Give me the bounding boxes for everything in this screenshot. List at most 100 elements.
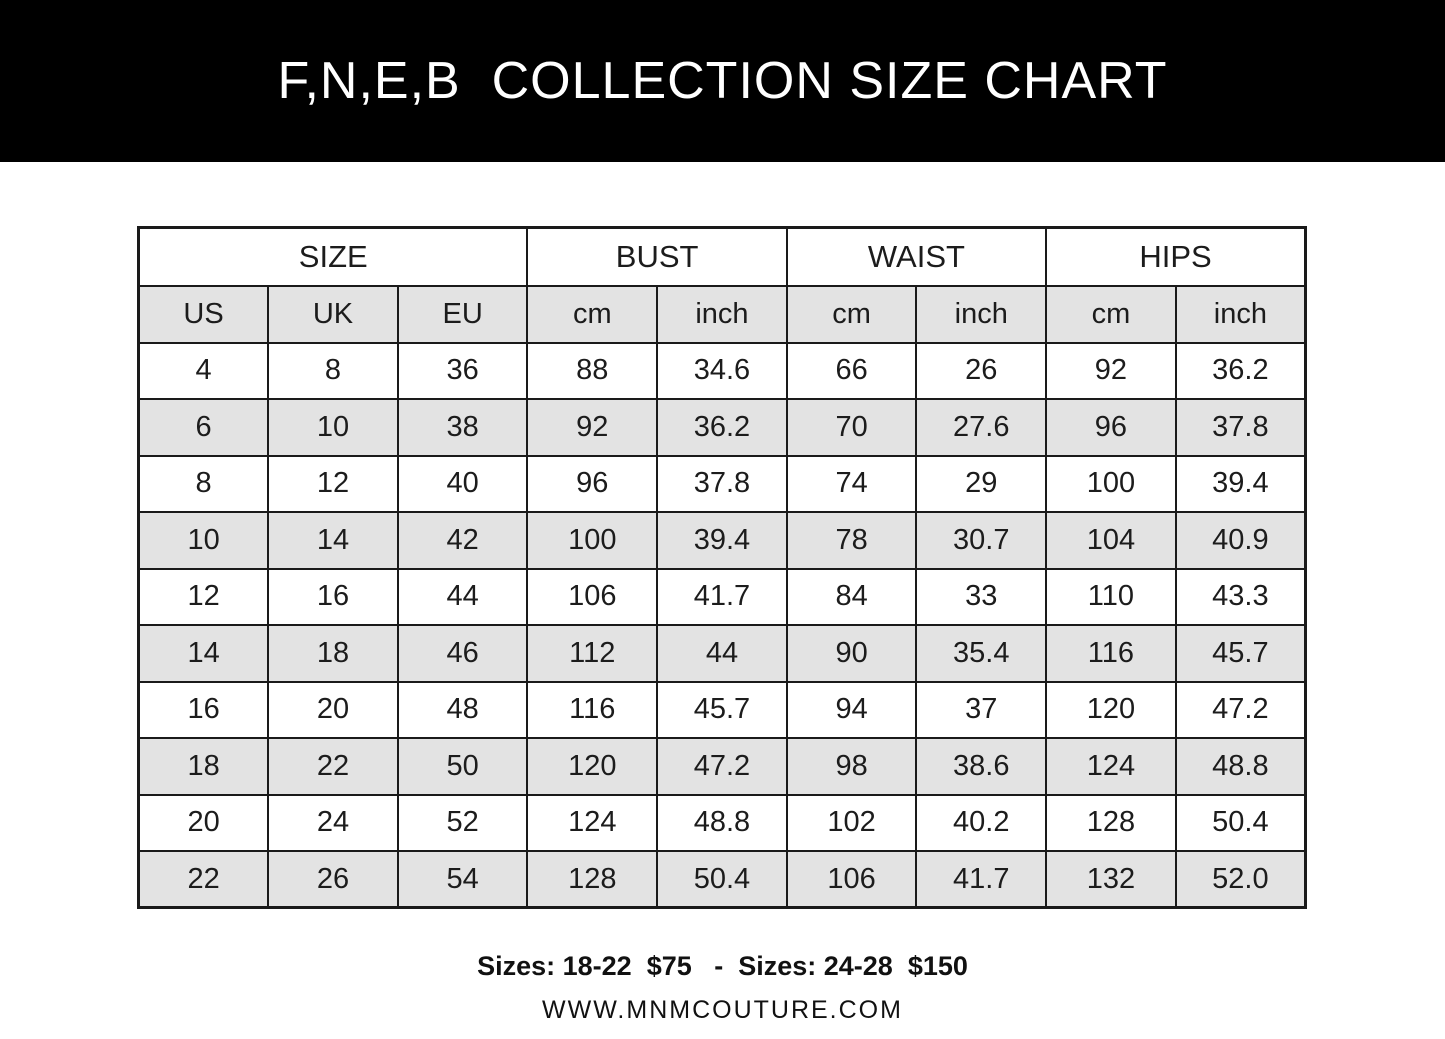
table-cell: 14 (137, 624, 270, 683)
table-cell: 46 (396, 624, 529, 683)
group-header-hips: HIPS (1045, 226, 1307, 287)
table-cell: 33 (915, 567, 1048, 626)
size-table-body: 4 8 36 88 34.6 66 26 92 36.2 6 10 38 92 36.2 70 27.6 96 3… (137, 341, 1307, 909)
table-row: 16 20 48 116 45.7 94 37 120 47.2 (137, 680, 1307, 739)
table-cell: 27.6 (915, 398, 1048, 457)
table-cell: 16 (267, 567, 399, 626)
table-cell: 100 (526, 511, 659, 570)
col-header-bust-inch: inch (656, 284, 788, 344)
table-cell: 36.2 (1174, 341, 1307, 400)
table-cell: 128 (526, 850, 659, 909)
table-cell: 45.7 (656, 680, 788, 739)
table-row: 8 12 40 96 37.8 74 29 100 39.4 (137, 454, 1307, 513)
table-cell: 44 (656, 624, 788, 683)
size-chart-container: SIZE BUST WAIST HIPS US UK EU cm inch cm… (137, 226, 1307, 909)
table-cell: 50.4 (656, 850, 788, 909)
table-row: 10 14 42 100 39.4 78 30.7 104 40.9 (137, 511, 1307, 570)
col-header-us: US (137, 284, 270, 344)
table-cell: 90 (785, 624, 918, 683)
table-cell: 22 (137, 850, 270, 909)
table-cell: 40 (396, 454, 529, 513)
table-cell: 47.2 (656, 737, 788, 796)
table-cell: 39.4 (1174, 454, 1307, 513)
website-url: WWW.MNMCOUTURE.COM (542, 996, 903, 1024)
table-cell: 35.4 (915, 624, 1048, 683)
table-cell: 45.7 (1174, 624, 1307, 683)
table-cell: 110 (1045, 567, 1177, 626)
table-cell: 22 (267, 737, 399, 796)
table-cell: 38.6 (915, 737, 1048, 796)
table-cell: 16 (137, 680, 270, 739)
table-cell: 6 (137, 398, 270, 457)
table-row: 18 22 50 120 47.2 98 38.6 124 48.8 (137, 737, 1307, 796)
table-cell: 92 (526, 398, 659, 457)
table-cell: 102 (785, 793, 918, 852)
table-cell: 106 (526, 567, 659, 626)
group-header-waist: WAIST (785, 226, 1048, 287)
col-header-waist-inch: inch (915, 284, 1048, 344)
table-cell: 36.2 (656, 398, 788, 457)
table-cell: 41.7 (915, 850, 1048, 909)
table-cell: 52.0 (1174, 850, 1307, 909)
page-title: F,N,E,B COLLECTION SIZE CHART (277, 52, 1168, 110)
col-header-hips-cm: cm (1045, 284, 1177, 344)
table-cell: 12 (267, 454, 399, 513)
table-row: 20 24 52 124 48.8 102 40.2 128 50.4 (137, 793, 1307, 852)
table-cell: 112 (526, 624, 659, 683)
table-cell: 92 (1045, 341, 1177, 400)
table-cell: 20 (267, 680, 399, 739)
table-cell: 84 (785, 567, 918, 626)
table-cell: 50.4 (1174, 793, 1307, 852)
table-cell: 18 (137, 737, 270, 796)
table-cell: 52 (396, 793, 529, 852)
table-cell: 96 (1045, 398, 1177, 457)
table-cell: 12 (137, 567, 270, 626)
table-cell: 43.3 (1174, 567, 1307, 626)
table-cell: 94 (785, 680, 918, 739)
table-row: 14 18 46 112 44 90 35.4 116 45.7 (137, 624, 1307, 683)
table-cell: 120 (526, 737, 659, 796)
table-cell: 88 (526, 341, 659, 400)
size-chart-table: SIZE BUST WAIST HIPS US UK EU cm inch cm… (137, 226, 1307, 909)
size-table-head: SIZE BUST WAIST HIPS US UK EU cm inch cm… (137, 226, 1307, 344)
table-row: 6 10 38 92 36.2 70 27.6 96 37.8 (137, 398, 1307, 457)
table-cell: 50 (396, 737, 529, 796)
table-cell: 70 (785, 398, 918, 457)
table-cell: 30.7 (915, 511, 1048, 570)
table-cell: 106 (785, 850, 918, 909)
table-cell: 40.2 (915, 793, 1048, 852)
table-cell: 66 (785, 341, 918, 400)
footer: Sizes: 18-22 $75 - Sizes: 24-28 $150 WWW… (0, 951, 1445, 1025)
page-header-banner: F,N,E,B COLLECTION SIZE CHART (0, 0, 1445, 162)
table-cell: 48.8 (656, 793, 788, 852)
table-cell: 48 (396, 680, 529, 739)
column-header-row: US UK EU cm inch cm inch cm inch (137, 284, 1307, 344)
table-cell: 104 (1045, 511, 1177, 570)
table-row: 4 8 36 88 34.6 66 26 92 36.2 (137, 341, 1307, 400)
col-header-bust-cm: cm (526, 284, 659, 344)
table-cell: 128 (1045, 793, 1177, 852)
table-cell: 38 (396, 398, 529, 457)
table-cell: 37.8 (656, 454, 788, 513)
table-cell: 96 (526, 454, 659, 513)
table-cell: 124 (526, 793, 659, 852)
table-cell: 42 (396, 511, 529, 570)
table-cell: 10 (137, 511, 270, 570)
table-cell: 37.8 (1174, 398, 1307, 457)
table-cell: 18 (267, 624, 399, 683)
table-cell: 74 (785, 454, 918, 513)
table-cell: 8 (267, 341, 399, 400)
pricing-note: Sizes: 18-22 $75 - Sizes: 24-28 $150 (477, 951, 968, 981)
table-cell: 100 (1045, 454, 1177, 513)
table-row: 22 26 54 128 50.4 106 41.7 132 52.0 (137, 850, 1307, 909)
table-cell: 124 (1045, 737, 1177, 796)
table-cell: 39.4 (656, 511, 788, 570)
table-cell: 41.7 (656, 567, 788, 626)
table-cell: 48.8 (1174, 737, 1307, 796)
table-cell: 34.6 (656, 341, 788, 400)
table-cell: 116 (526, 680, 659, 739)
column-group-row: SIZE BUST WAIST HIPS (137, 226, 1307, 287)
table-cell: 20 (137, 793, 270, 852)
table-cell: 24 (267, 793, 399, 852)
table-cell: 36 (396, 341, 529, 400)
